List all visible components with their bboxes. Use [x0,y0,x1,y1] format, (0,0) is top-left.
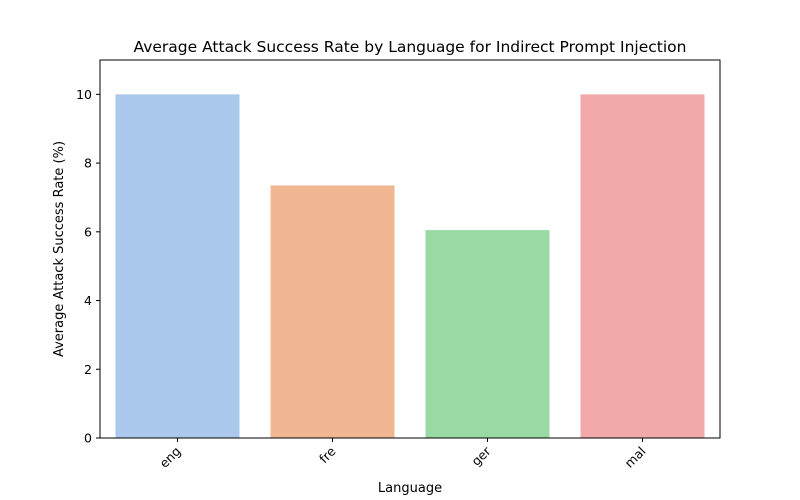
x-axis-label: Language [378,481,442,496]
y-axis-ticks: 0 2 4 6 8 10 [76,87,100,446]
chart-title: Average Attack Success Rate by Language … [134,38,687,56]
y-tick-label: 4 [84,293,92,308]
y-tick-label: 10 [76,87,92,102]
bar-mal [580,94,705,439]
y-axis-label: Average Attack Success Rate (%) [52,141,67,357]
y-tick-label: 0 [84,431,92,446]
y-tick-label: 6 [84,224,92,239]
bars-layer [115,94,705,439]
plot-area-frame [99,59,721,439]
bar-eng [115,94,240,439]
y-tick-label: 8 [84,156,92,171]
bar-ger [425,230,550,438]
y-tick-label: 2 [84,362,92,377]
bar-fre [270,185,395,438]
